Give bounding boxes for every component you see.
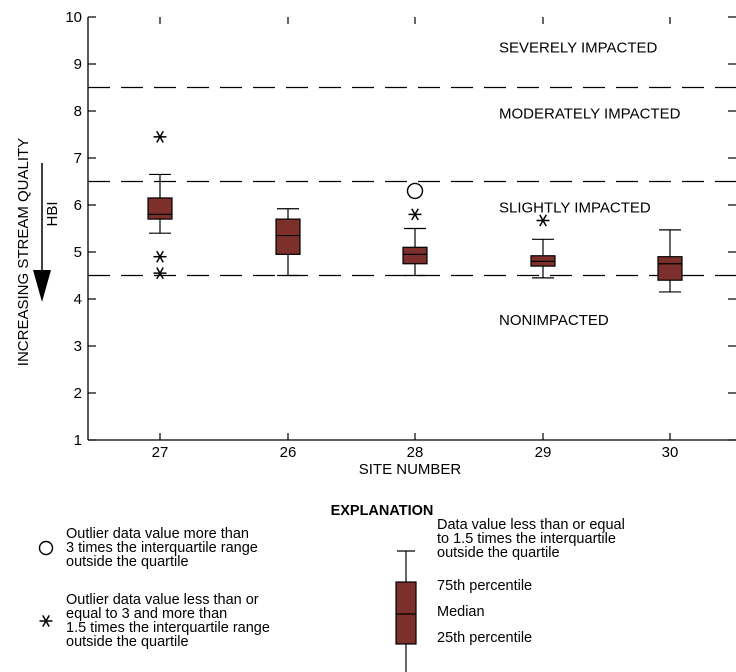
legend-extreme-line-1: Outlier data value more than [66, 526, 249, 542]
box-iqr [275, 218, 301, 255]
box-iqr [147, 197, 173, 220]
box-site-27 [147, 130, 173, 280]
y-tick-label: 10 [65, 9, 82, 26]
box-iqr [657, 256, 683, 281]
x-tick-label: 26 [280, 444, 297, 461]
explanation-title: EXPLANATION [331, 503, 434, 519]
asterisk-stroke [156, 130, 164, 143]
box-site-30 [657, 229, 683, 293]
asterisk-stroke [156, 267, 164, 280]
extreme-outlier-marker [406, 182, 424, 200]
mild-outlier-marker [536, 214, 550, 227]
legend-box-icon [395, 550, 417, 672]
mild-outlier-marker [153, 267, 167, 280]
y-tick-label: 3 [74, 338, 82, 355]
zone-labels: SEVERELY IMPACTED MODERATELY IMPACTED SLIG… [499, 40, 681, 330]
x-tick-label: 30 [662, 444, 679, 461]
legend-whisker-line-3: outside the quartile [437, 545, 560, 561]
y-tick-label: 6 [74, 197, 82, 214]
down-arrow-icon [33, 163, 51, 302]
y-axis-title: INCREASING STREAM QUALITY [15, 138, 32, 366]
y-tick-label: 2 [74, 385, 82, 402]
y-tick-label: 1 [74, 432, 82, 449]
legend-extreme-line-3: outside the quartile [66, 554, 189, 570]
boxes [147, 130, 683, 293]
mild-outlier-marker [153, 250, 167, 263]
x-tick-label: 29 [535, 444, 552, 461]
y-tick-label: 8 [74, 103, 82, 120]
y-axis-hbi-label: HBI [44, 201, 61, 226]
x-axis-ticks: 27 26 28 29 30 [152, 17, 679, 461]
y-tick-label: 7 [74, 150, 82, 167]
mild-outlier-marker [408, 208, 422, 221]
asterisk-stroke [539, 214, 547, 227]
asterisk-stroke [156, 250, 164, 263]
legend-whisker-line-1: Data value less than or equal [437, 517, 625, 533]
legend-whisker-line-2: to 1.5 times the interquartile [437, 531, 616, 547]
legend-mild-line-1: Outlier data value less than or [66, 592, 259, 608]
box-site-26 [275, 208, 301, 277]
legend-median-label: Median [437, 604, 485, 620]
legend-mild-line-4: outside the quartile [66, 634, 189, 650]
zone-label: SEVERELY IMPACTED [499, 40, 658, 57]
box-site-29 [530, 214, 556, 279]
y-tick-label: 9 [74, 56, 82, 73]
zone-label: MODERATELY IMPACTED [499, 105, 681, 122]
legend-p75-label: 75th percentile [437, 578, 533, 594]
y-tick-label: 5 [74, 244, 82, 261]
y-tick-label: 4 [74, 291, 82, 308]
legend-whisker-text: Data value less than or equal to 1.5 tim… [437, 517, 625, 561]
x-tick-label: 27 [152, 444, 169, 461]
x-tick-label: 28 [407, 444, 424, 461]
legend-mild-outlier-icon [39, 615, 53, 627]
threshold-lines [88, 86, 736, 277]
legend-mild-line-3: 1.5 times the interquartile range [66, 620, 270, 636]
legend-extreme-outlier-icon [38, 540, 54, 556]
legend-mild-outlier-text: Outlier data value less than or equal to… [66, 592, 270, 650]
zone-label: NONIMPACTED [499, 312, 609, 329]
zone-label: SLIGHTLY IMPACTED [499, 199, 651, 216]
box-iqr [402, 246, 428, 265]
legend-p25-label: 25th percentile [437, 630, 533, 646]
y-axis-ticks: 1 2 3 4 5 6 7 8 9 10 [65, 9, 736, 449]
box-site-28 [402, 182, 428, 277]
legend-extreme-outlier-text: Outlier data value more than 3 times the… [66, 526, 258, 570]
legend-extreme-line-2: 3 times the interquartile range [66, 540, 258, 556]
x-axis-title: SITE NUMBER [359, 461, 462, 478]
asterisk-stroke [411, 208, 419, 221]
legend-mild-line-2: equal to 3 and more than [66, 606, 228, 622]
mild-outlier-marker [153, 130, 167, 143]
